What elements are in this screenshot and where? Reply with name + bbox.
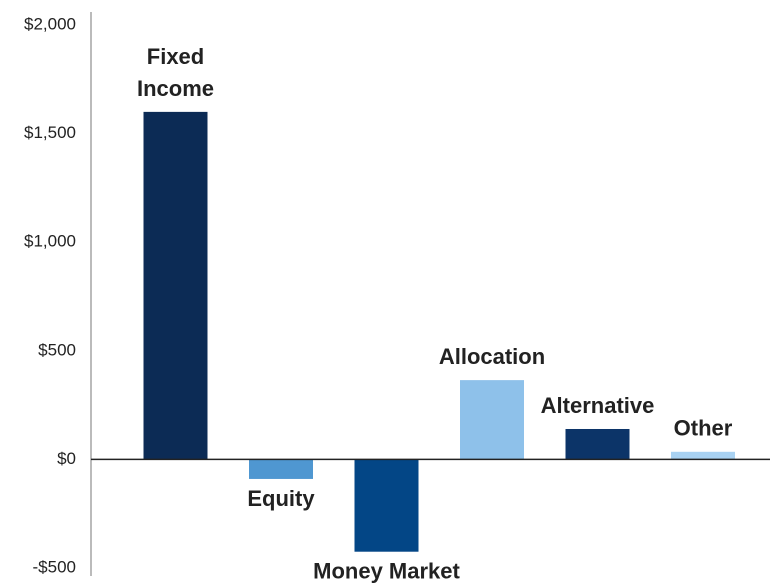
bar [249, 459, 313, 479]
bar [460, 380, 524, 460]
bar [143, 111, 208, 460]
category-label: Other [674, 416, 733, 441]
y-tick-label: $0 [57, 449, 76, 468]
y-tick-label: -$500 [33, 557, 76, 576]
category-label: Alternative [541, 393, 655, 418]
category-label: Allocation [439, 344, 545, 369]
bar [565, 428, 630, 460]
bar [354, 459, 419, 552]
category-label: Money Market [313, 559, 460, 584]
category-label: Fixed Income [137, 44, 214, 101]
y-tick-label: $1,000 [24, 232, 76, 251]
category-label: Equity [247, 486, 315, 511]
bar [671, 451, 735, 460]
y-tick-label: $500 [38, 340, 76, 359]
y-tick-label: $1,500 [24, 123, 76, 142]
y-tick-label: $2,000 [24, 14, 76, 33]
